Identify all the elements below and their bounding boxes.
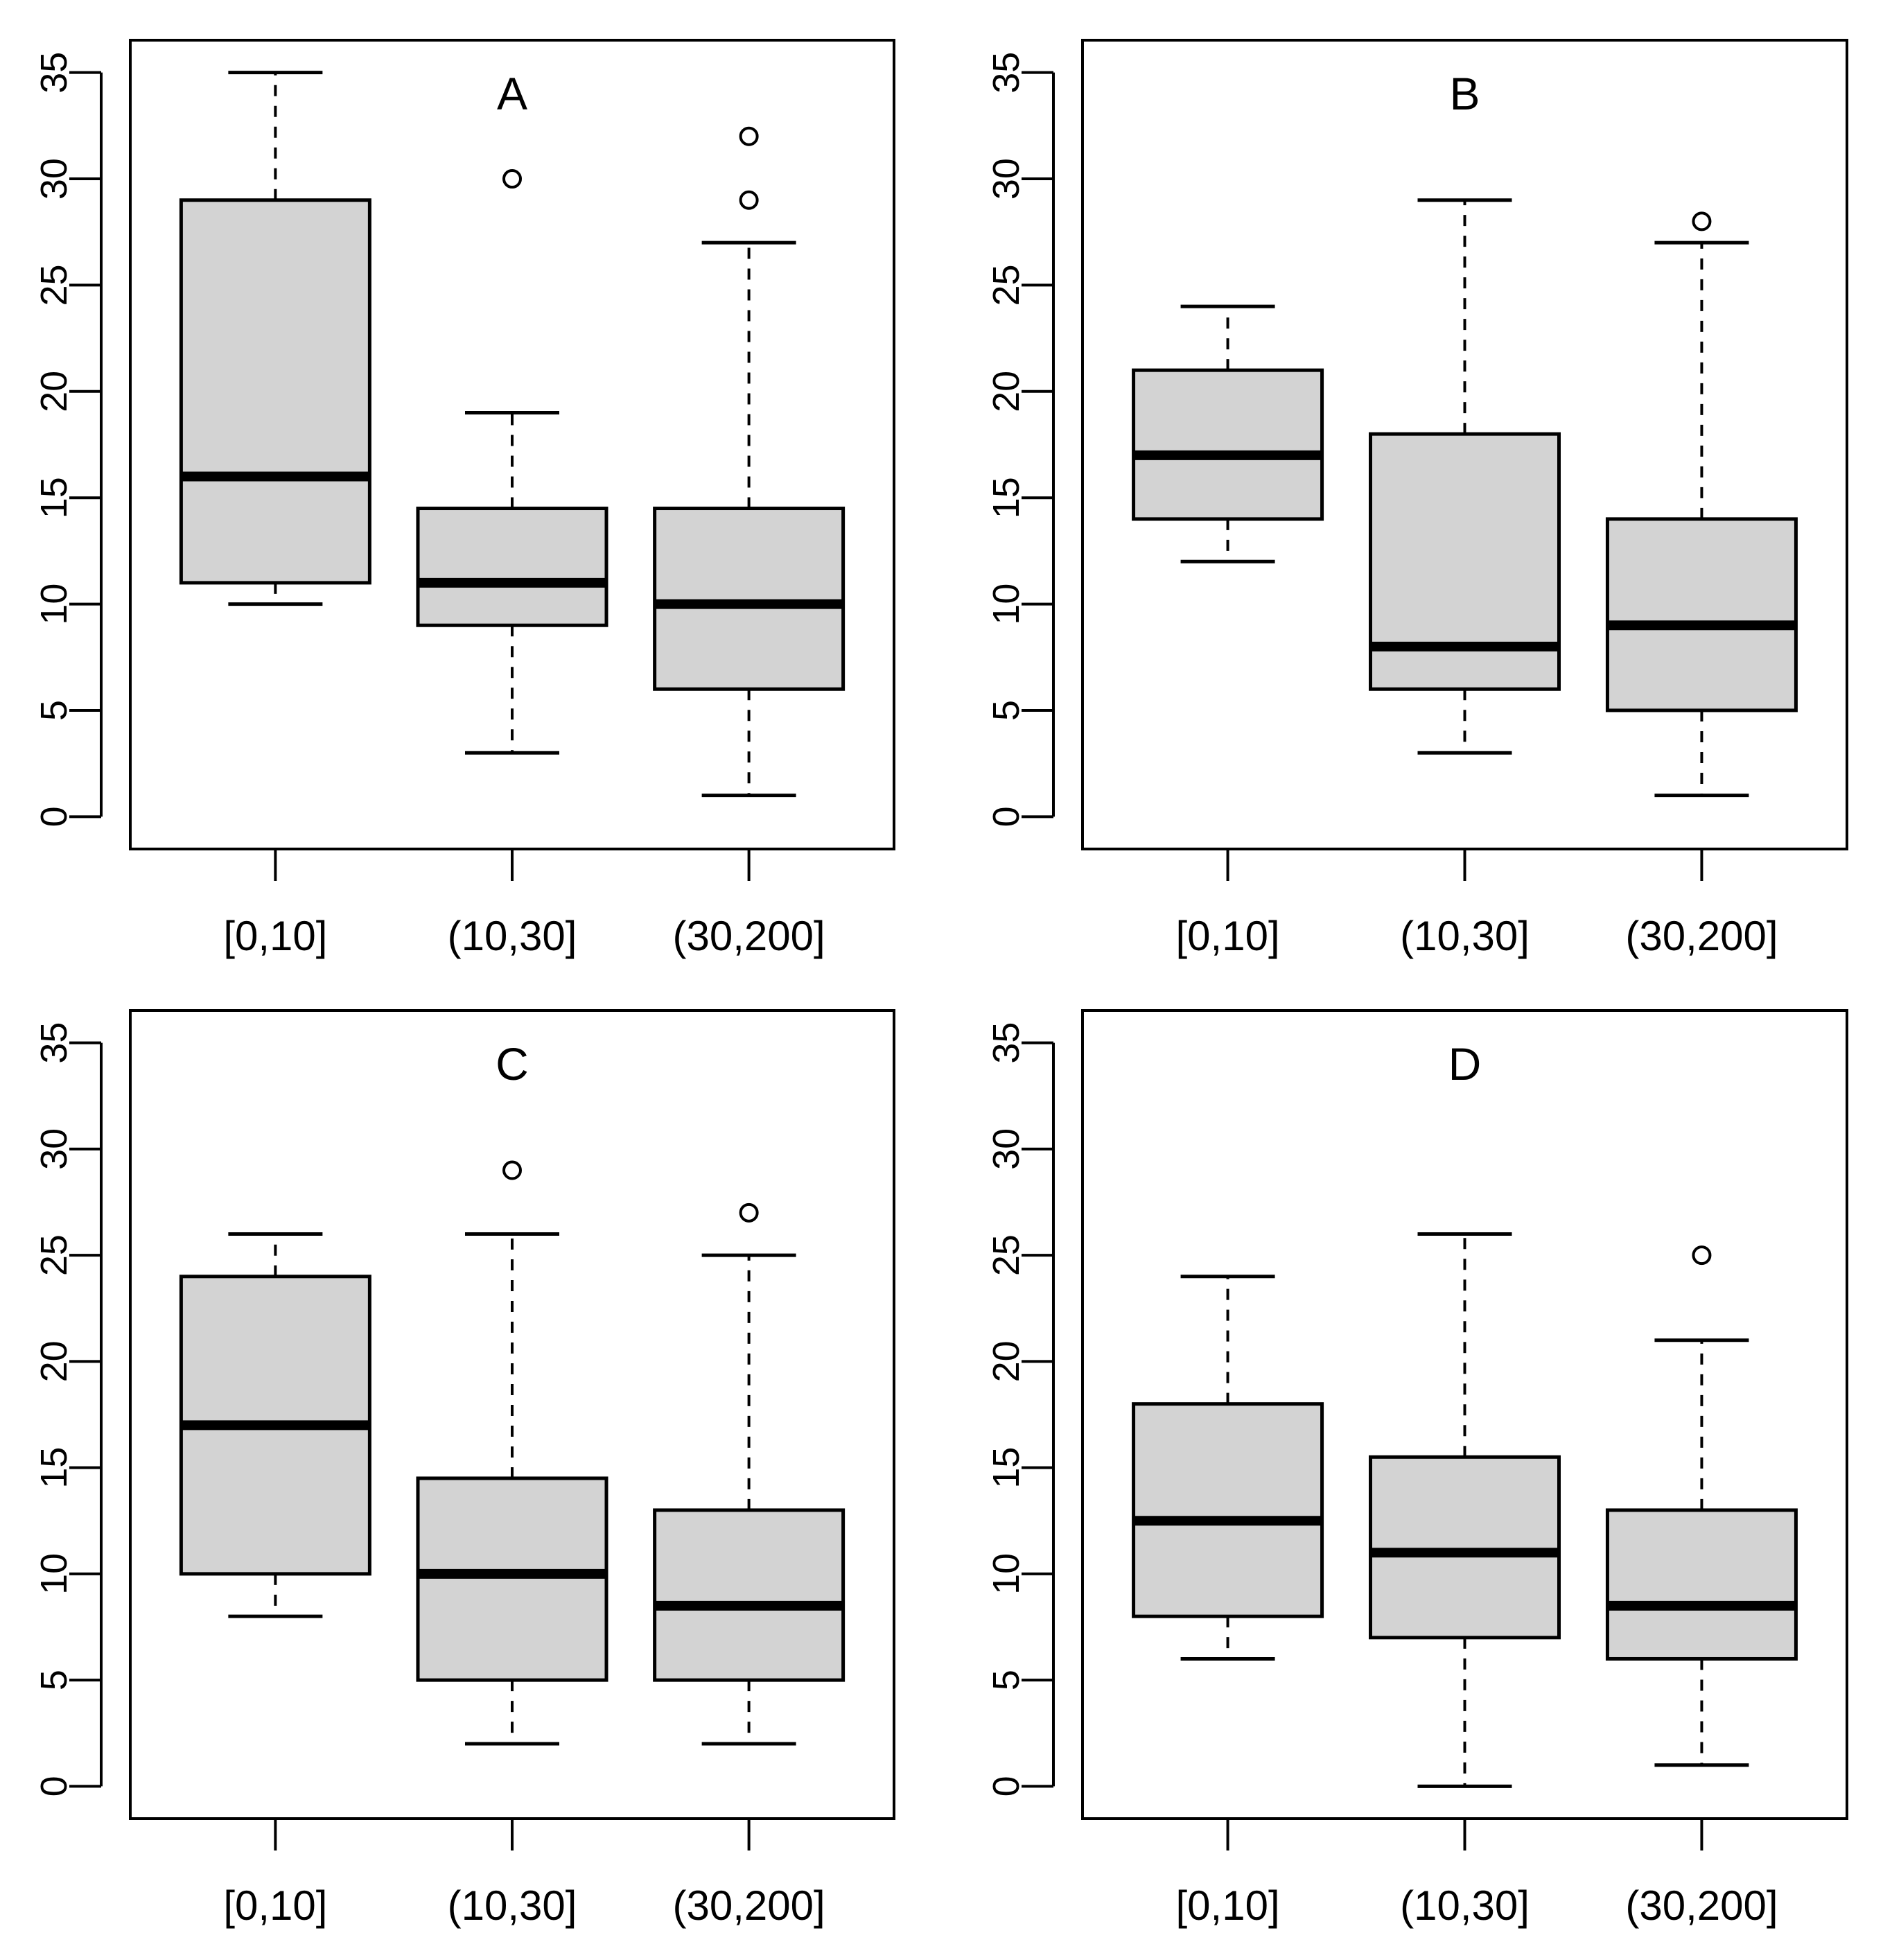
x-tick-label: [0,10] [223, 1882, 327, 1929]
outlier-point [739, 126, 759, 146]
y-tick-label: 5 [33, 700, 75, 721]
box-2 [1369, 1232, 1561, 1788]
panel-c: C 0 5 10 15 20 25 30 35 [0,10] (10,30] (30,200] [33, 1009, 895, 1929]
box-2 [416, 1160, 608, 1746]
y-tick-label: 35 [33, 52, 75, 94]
y-tick-label: 10 [986, 584, 1027, 625]
y-tick-label: 15 [986, 477, 1027, 518]
y-tick-label: 30 [33, 1128, 75, 1170]
iqr-box [416, 1476, 608, 1682]
iqr-box [1605, 517, 1798, 712]
y-tick-label: 25 [986, 264, 1027, 306]
panel-b: B 0 5 10 15 20 25 30 35 [0,10] (10,30] (30,200] [986, 39, 1848, 959]
x-tick-label: (10,30] [1400, 913, 1530, 959]
y-tick-label: 35 [986, 1022, 1027, 1064]
y-tick-label: 5 [33, 1670, 75, 1690]
iqr-box [653, 1508, 846, 1682]
box-3 [653, 126, 846, 798]
panel-title: C [496, 1038, 529, 1090]
outlier-point [502, 169, 522, 189]
y-tick-label: 0 [986, 806, 1027, 827]
y-tick-label: 5 [986, 700, 1027, 721]
y-tick-label: 35 [986, 52, 1027, 94]
y-tick-label: 30 [986, 1128, 1027, 1170]
outlier-point [1692, 1245, 1712, 1266]
panel-title: D [1448, 1038, 1482, 1090]
box-1 [179, 1232, 371, 1618]
panel-title: B [1449, 68, 1480, 119]
y-tick-label: 20 [33, 1340, 75, 1382]
outlier-point [1692, 211, 1712, 231]
outlier-point [739, 190, 759, 210]
box-1 [1132, 1275, 1324, 1661]
y-tick-label: 10 [33, 584, 75, 625]
y-tick-label: 15 [986, 1447, 1027, 1489]
box-2 [416, 169, 608, 755]
x-tick-label: [0,10] [1176, 1882, 1280, 1929]
iqr-box [1605, 1508, 1798, 1661]
x-tick-label: (10,30] [448, 913, 577, 959]
x-tick-label: (30,200] [1625, 913, 1778, 959]
x-tick-label: (30,200] [673, 913, 825, 959]
iqr-box [1369, 1455, 1561, 1640]
panel-title: A [497, 68, 527, 119]
y-tick-label: 10 [33, 1553, 75, 1595]
box-3 [653, 1202, 846, 1746]
iqr-box [1132, 1402, 1324, 1618]
y-tick-label: 25 [33, 1234, 75, 1276]
x-tick-label: (10,30] [1400, 1882, 1530, 1929]
x-tick-label: [0,10] [223, 913, 327, 959]
iqr-box [416, 507, 608, 627]
y-tick-label: 10 [986, 1553, 1027, 1595]
box-2 [1369, 198, 1561, 755]
box-1 [179, 71, 371, 606]
x-tick-label: (10,30] [448, 1882, 577, 1929]
x-tick-label: [0,10] [1176, 913, 1280, 959]
y-tick-label: 0 [33, 806, 75, 827]
x-tick-label: (30,200] [1625, 1882, 1778, 1929]
y-tick-label: 5 [986, 1670, 1027, 1690]
iqr-box [653, 507, 846, 691]
x-tick-label: (30,200] [673, 1882, 825, 1929]
y-tick-label: 25 [33, 264, 75, 306]
y-tick-label: 20 [986, 371, 1027, 412]
outlier-point [739, 1202, 759, 1223]
y-tick-label: 20 [986, 1340, 1027, 1382]
y-tick-label: 30 [986, 158, 1027, 200]
box-3 [1605, 211, 1798, 798]
y-tick-label: 0 [33, 1776, 75, 1796]
y-tick-label: 20 [33, 371, 75, 412]
box-3 [1605, 1245, 1798, 1767]
y-tick-label: 25 [986, 1234, 1027, 1276]
panel-d: D 0 5 10 15 20 25 30 35 [0,10] (10,30] (30,200] [986, 1009, 1848, 1929]
panel-a: A 0 5 10 15 20 25 30 35 [0,10] (10,30] (30,200] [33, 39, 895, 959]
outlier-point [502, 1160, 522, 1180]
y-tick-label: 15 [33, 1447, 75, 1489]
iqr-box [1132, 368, 1324, 521]
y-tick-label: 0 [986, 1776, 1027, 1796]
y-tick-label: 30 [33, 158, 75, 200]
box-1 [1132, 304, 1324, 563]
iqr-box [179, 198, 371, 585]
y-tick-label: 15 [33, 477, 75, 518]
y-tick-label: 35 [33, 1022, 75, 1064]
